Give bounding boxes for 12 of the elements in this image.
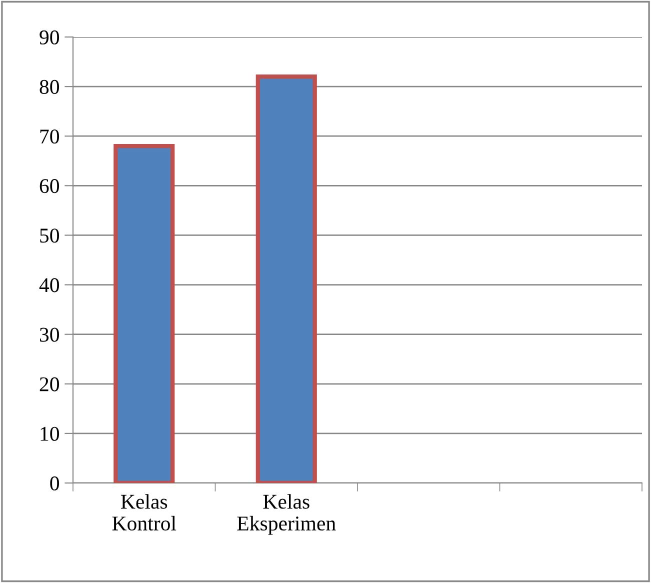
y-tick-label: 30 [40, 328, 60, 342]
x-tick-label: Kelas Kontrol [112, 494, 176, 531]
y-tick-label: 40 [39, 278, 60, 292]
y-tick-label: 60 [40, 179, 60, 194]
y-tick-label: 80 [40, 80, 60, 94]
y-tick-label: 50 [40, 228, 60, 243]
x-tick-label: Kelas Eksperimen [237, 494, 336, 535]
y-tick-label: 20 [40, 377, 60, 392]
y-tick-label: 90 [40, 30, 60, 44]
y-tick-label: 10 [40, 426, 60, 441]
y-tick-label: 70 [40, 129, 60, 144]
y-tick-label: 0 [50, 476, 60, 490]
